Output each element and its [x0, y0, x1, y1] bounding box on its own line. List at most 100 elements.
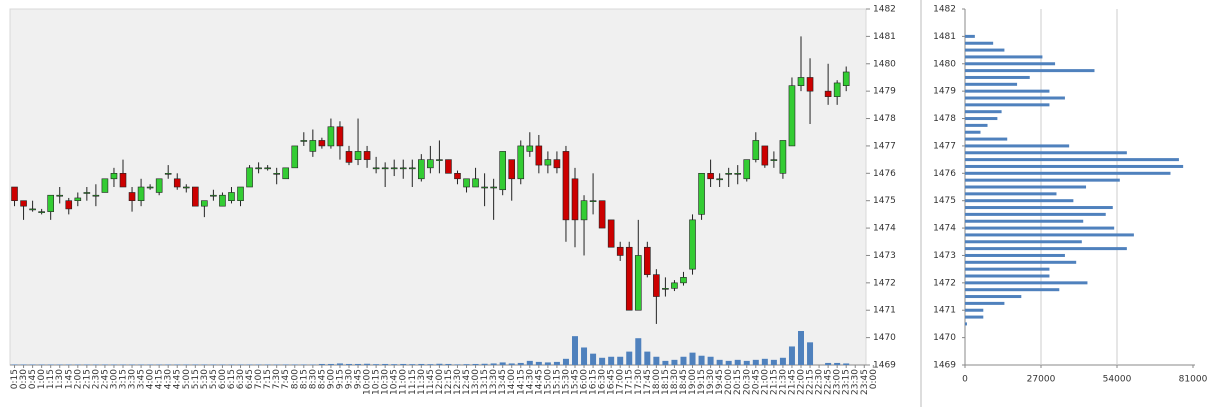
candle-body — [472, 178, 479, 188]
x-tick-label: 19:15 — [697, 369, 707, 395]
profile-bar — [965, 69, 1095, 73]
profile-bar — [965, 103, 1050, 107]
candle-body — [752, 140, 760, 160]
x-tick-label: 23:30 — [851, 369, 861, 395]
x-tick-label: 20:00 — [724, 369, 734, 395]
candle-body — [598, 200, 606, 229]
y-tick-label: 1477 — [933, 141, 956, 151]
candle-body — [725, 173, 732, 175]
volume-bar — [526, 360, 533, 365]
x-tick-label: 14:15 — [516, 369, 526, 395]
candle-body — [327, 126, 335, 147]
candle-body — [761, 145, 769, 166]
volume-bar — [779, 357, 786, 365]
profile-bar — [965, 295, 1022, 299]
x-tick-label: 11:45 — [426, 369, 436, 395]
profile-bar — [965, 240, 1082, 244]
candle-body — [92, 194, 100, 197]
candle-body — [56, 194, 64, 197]
x-tick-label: 22:15 — [806, 369, 816, 395]
volume-bar — [219, 364, 226, 365]
y-tick-label: 1475 — [873, 196, 896, 206]
volume-bar — [680, 356, 687, 365]
x-tick-label: 4:00 — [146, 369, 156, 389]
profile-bar — [965, 185, 1087, 189]
volume-bar — [29, 364, 36, 365]
x-tick-label: 21:15 — [769, 369, 779, 395]
x-tick-label: 19:45 — [715, 369, 725, 395]
x-tick-label: 14:30 — [525, 369, 535, 395]
candle-body — [155, 178, 163, 193]
profile-bar — [965, 322, 967, 326]
x-tick-label: 2:15 — [82, 369, 92, 389]
candle-body — [219, 194, 226, 207]
volume-bar — [834, 362, 841, 365]
candle-body — [743, 159, 751, 180]
candle-body — [671, 282, 678, 289]
y-tick-label: 1470 — [933, 333, 956, 343]
candle-body — [427, 159, 434, 169]
volume-bar — [508, 363, 515, 365]
y-tick-label: 1471 — [873, 306, 896, 316]
candle-body — [499, 151, 506, 191]
x-tick-label: 17:30 — [634, 369, 644, 395]
volume-bar — [843, 363, 850, 365]
y-tick-label: 1479 — [933, 87, 956, 97]
candle-body — [210, 194, 217, 197]
y-tick-label: 1480 — [873, 59, 896, 69]
profile-bar — [965, 55, 1043, 59]
candle-body — [553, 159, 561, 169]
x-tick-label: 9:30 — [345, 369, 355, 389]
volume-bar — [74, 364, 81, 365]
candle-body — [779, 140, 787, 174]
y-tick-label: 1469 — [933, 361, 956, 371]
candle-body — [580, 200, 588, 221]
volume-bar — [608, 356, 615, 365]
profile-bar — [965, 89, 1050, 93]
x-tick-label: 19:00 — [688, 369, 698, 395]
x-tick-label: 8:45 — [317, 369, 327, 389]
volume-bar — [364, 363, 371, 365]
candle-body — [607, 219, 615, 248]
candle-body — [363, 151, 371, 160]
volume-bar — [662, 360, 669, 365]
candle-body — [481, 186, 488, 189]
x-tick-label: 20:45 — [751, 369, 761, 395]
x-tick-label: 21:45 — [787, 369, 797, 395]
y-tick-label: 1478 — [933, 114, 956, 124]
candle-body — [192, 186, 199, 207]
volume-bar — [56, 364, 63, 365]
x-tick-label: 18:30 — [670, 369, 680, 395]
volume-bar — [192, 364, 199, 365]
candle-body — [544, 159, 552, 166]
volume-bar — [237, 364, 244, 365]
volume-bar — [346, 363, 352, 365]
volume-bar — [20, 364, 27, 365]
x-tick-label: 7:15 — [263, 369, 273, 389]
volume-bar — [671, 359, 678, 365]
candle-body — [354, 151, 362, 160]
profile-bar — [965, 206, 1113, 210]
profile-bar — [965, 151, 1127, 155]
candle-body — [571, 178, 579, 221]
x-tick-label: 5:45 — [209, 369, 219, 389]
y-tick-label: 1469 — [873, 361, 896, 371]
candle-body — [74, 197, 82, 201]
profile-bar — [965, 253, 1065, 257]
y-tick-label: 1476 — [933, 169, 956, 179]
x-tick-label: 2:30 — [91, 369, 101, 389]
volume-bar — [129, 364, 136, 365]
x-tick-label: 7:00 — [254, 369, 264, 389]
x-tick-label: 10:45 — [390, 369, 400, 395]
candle-body — [680, 277, 687, 284]
profile-bar — [965, 199, 1074, 203]
x-tick-label: 8:30 — [308, 369, 318, 389]
candle-body — [707, 173, 714, 180]
volume-bar — [481, 363, 488, 365]
y-tick-label: 1474 — [873, 224, 896, 234]
x-tick-label: 3:30 — [128, 369, 138, 389]
volume-bar — [572, 336, 578, 365]
candle-body — [445, 159, 452, 174]
profile-bar — [965, 130, 981, 134]
candle-body — [526, 145, 534, 152]
